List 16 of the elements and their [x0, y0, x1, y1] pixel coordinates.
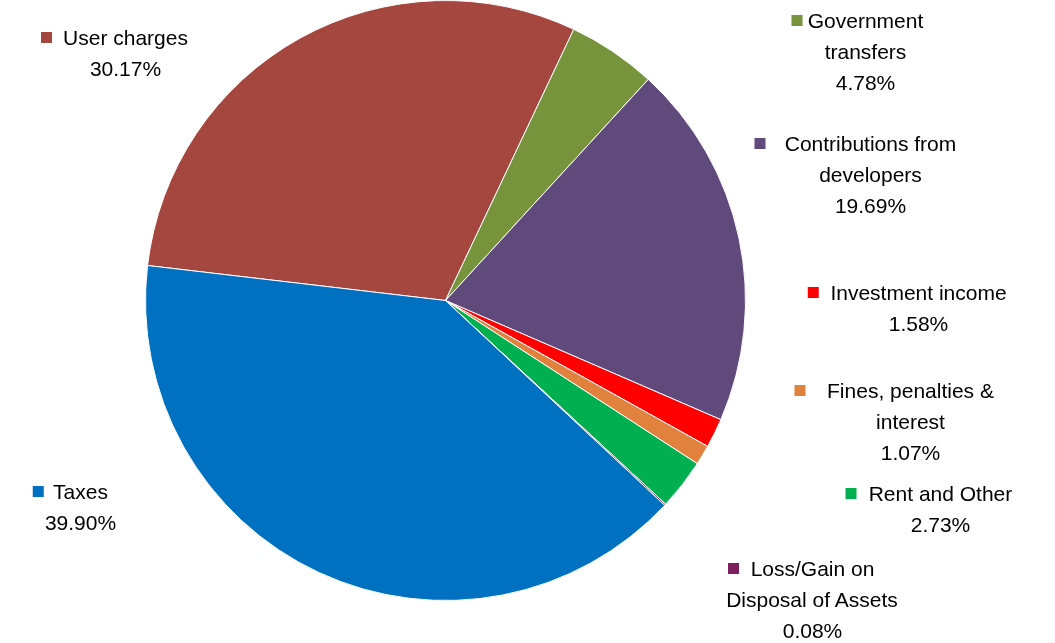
data-label: 2.73% — [910, 513, 971, 536]
legend-label: Contributions from developers — [784, 132, 957, 186]
data-label: 30.17% — [89, 57, 162, 80]
legend-label: Rent and Other — [868, 482, 1013, 505]
data-label: 4.78% — [835, 71, 896, 94]
legend-label: Taxes — [53, 480, 108, 503]
data-label: 0.08% — [782, 619, 843, 642]
data-label: 39.90% — [44, 511, 117, 534]
legend-label: Investment income — [830, 281, 1007, 304]
legend-label: Government transfers — [807, 9, 924, 63]
legend-label: Loss/Gain on Disposal of Assets — [726, 557, 898, 611]
data-label: 1.58% — [888, 312, 949, 335]
legend-label: User charges — [63, 26, 188, 49]
data-label: 19.69% — [834, 194, 907, 217]
legend-label: Fines, penalties & interest — [827, 379, 994, 433]
data-label: 1.07% — [880, 441, 941, 464]
